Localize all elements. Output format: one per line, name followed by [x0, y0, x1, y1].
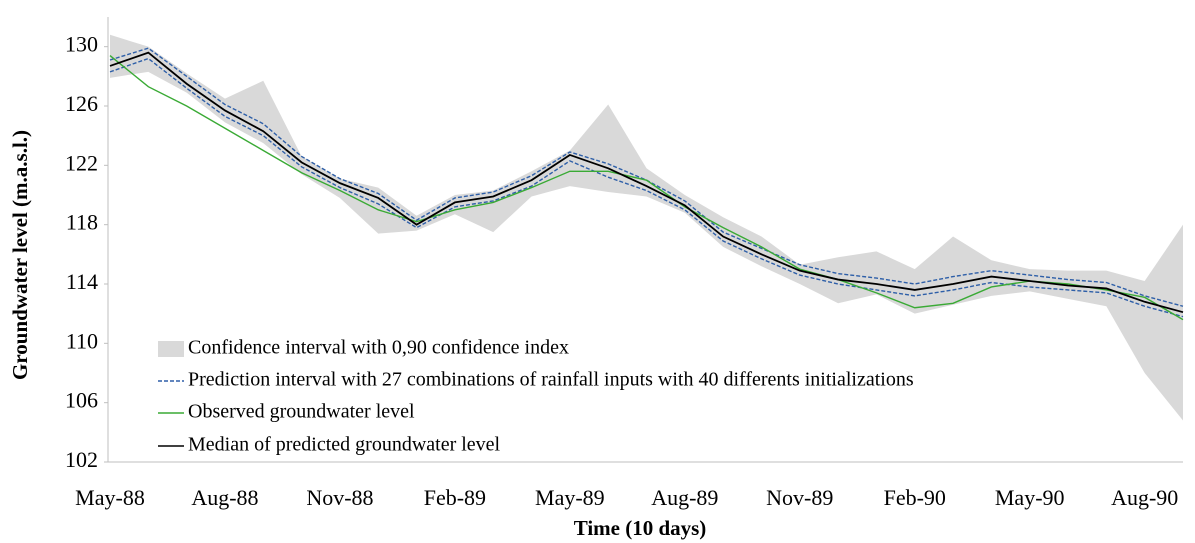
y-axis-title: Groundwater level (m.a.s.l.) — [8, 130, 32, 380]
x-tick-label: May-90 — [995, 485, 1065, 510]
series-line — [109, 51, 1184, 314]
x-tick-label: May-89 — [535, 485, 605, 510]
y-tick-label: 126 — [65, 91, 98, 116]
confidence-band — [110, 34, 1183, 421]
y-tick-label: 122 — [65, 150, 98, 175]
legend-label: Confidence interval with 0,90 confidence… — [188, 337, 569, 359]
legend-label: Median of predicted groundwater level — [188, 434, 501, 456]
prediction-line — [109, 57, 1184, 318]
y-tick-label: 110 — [66, 328, 98, 353]
y-tick-label: 114 — [66, 269, 98, 294]
legend-label: Observed groundwater level — [188, 401, 415, 423]
series-line — [109, 55, 1184, 321]
y-tick-label: 102 — [65, 447, 98, 472]
x-tick-label: Feb-90 — [884, 485, 946, 510]
legend-swatch — [158, 341, 184, 357]
y-tick-label: 118 — [66, 210, 98, 235]
x-tick-label: Aug-89 — [651, 485, 718, 510]
x-tick-label: Feb-89 — [424, 485, 486, 510]
x-tick-label: Aug-90 — [1111, 485, 1178, 510]
x-tick-label: May-88 — [75, 485, 145, 510]
x-tick-label: Nov-88 — [306, 485, 373, 510]
legend-label: Prediction interval with 27 combinations… — [188, 369, 914, 391]
y-tick-label: 130 — [65, 32, 98, 57]
x-axis-title: Time (10 days) — [574, 516, 707, 540]
x-tick-label: Aug-88 — [191, 485, 258, 510]
y-tick-label: 106 — [65, 388, 98, 413]
x-tick-label: Nov-89 — [766, 485, 833, 510]
